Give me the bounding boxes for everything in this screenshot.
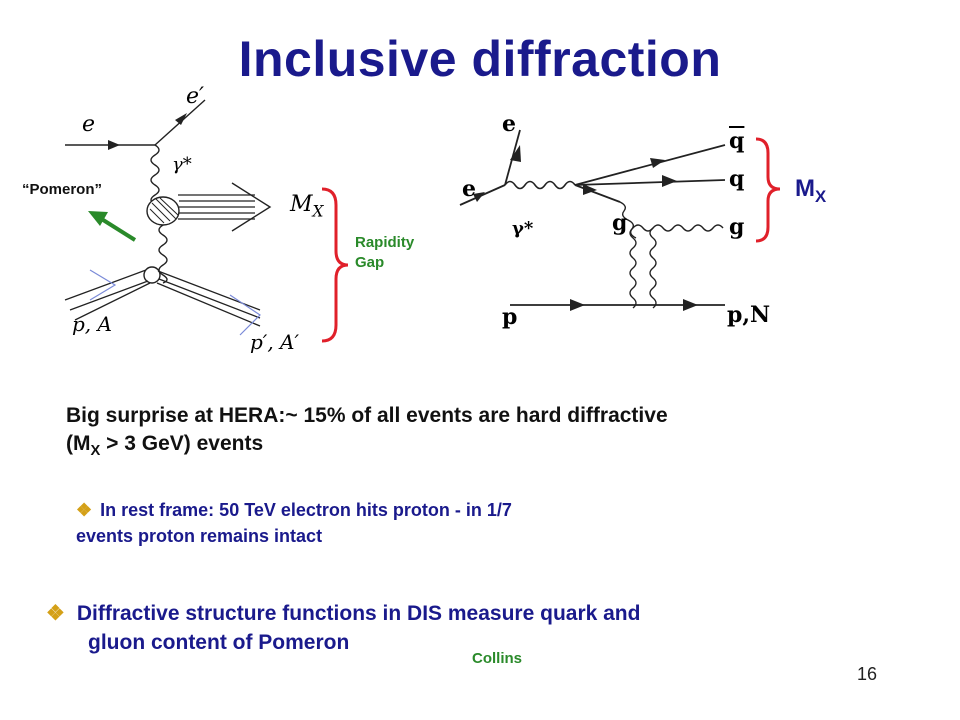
page-title: Inclusive diffraction	[238, 31, 722, 87]
label-e-top: e	[502, 111, 516, 137]
label-g-mid: g	[612, 210, 628, 236]
collins-reference: Collins	[472, 650, 523, 667]
label-e: e	[82, 112, 96, 137]
label-e-right: e	[462, 176, 476, 202]
proton-vertex	[143, 266, 161, 284]
right-feynman-diagram	[459, 129, 726, 311]
pomeron-arrow	[98, 216, 137, 242]
main-statement: Big surprise at HERA:~ 15% of all events…	[66, 404, 668, 460]
diamond-bullet-icon: ❖	[46, 602, 65, 625]
rapidity-gap-label: Rapidity Gap	[355, 234, 415, 272]
diamond-bullet-icon: ❖	[76, 500, 93, 520]
label-gamma-star: γ*	[172, 154, 192, 175]
bullet-structure-functions: ❖ Diffractive structure functions in DIS …	[46, 602, 641, 655]
electron-arrow-out	[175, 113, 187, 125]
label-p-a: p, A	[72, 312, 112, 336]
label-qbar: q	[729, 128, 745, 154]
left-feynman-diagram	[64, 99, 272, 336]
electron-arrow-in	[108, 140, 120, 150]
label-mx: MX	[290, 192, 324, 221]
mx-label: MX	[795, 175, 827, 206]
label-e-prime: e′	[186, 84, 205, 109]
mx-arrow-head	[231, 182, 272, 232]
label-p-right: p	[502, 304, 518, 330]
page-number: 16	[857, 664, 878, 684]
label-p-n: p,N	[727, 302, 771, 328]
label-g-right: g	[729, 214, 745, 240]
pomeron-label: “Pomeron”	[22, 181, 103, 198]
mx-bracket	[755, 137, 781, 243]
label-q: q	[729, 166, 745, 192]
bullet-rest-frame: ❖ In rest frame: 50 TeV electron hits pro…	[76, 500, 512, 547]
photon-line	[150, 144, 160, 206]
pomeron-line	[158, 224, 168, 284]
rapidity-gap-bracket	[321, 187, 349, 343]
label-gamma-right: γ*	[512, 218, 534, 239]
label-p-a-prime: p′, A′	[250, 330, 300, 354]
